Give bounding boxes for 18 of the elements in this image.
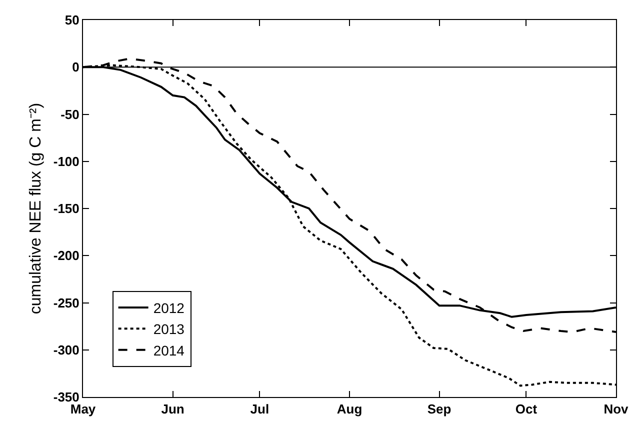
x-tick-label: Jun xyxy=(161,402,184,417)
y-tick-label: -50 xyxy=(60,106,80,122)
y-tick-label: -200 xyxy=(53,248,80,264)
legend-label: 2013 xyxy=(153,321,185,338)
y-tick-label: -100 xyxy=(53,154,80,169)
y-tick-label: 50 xyxy=(64,12,80,28)
y-tick-label: 0 xyxy=(72,60,80,75)
y-tick-label: -250 xyxy=(53,295,80,310)
x-tick-label: Oct xyxy=(515,402,538,417)
x-tick-label: Aug xyxy=(336,402,362,417)
legend-label: 2014 xyxy=(153,342,185,358)
legend-label: 2012 xyxy=(153,300,185,316)
y-axis-title: cumulative NEE flux (g C m⁻²) xyxy=(27,102,44,314)
x-tick-label: Sep xyxy=(427,402,452,417)
y-tick-label: -150 xyxy=(53,201,80,216)
x-tick-label: Jul xyxy=(250,402,270,417)
y-tick-label: -300 xyxy=(53,342,80,358)
x-tick-label: Nov xyxy=(604,402,630,417)
